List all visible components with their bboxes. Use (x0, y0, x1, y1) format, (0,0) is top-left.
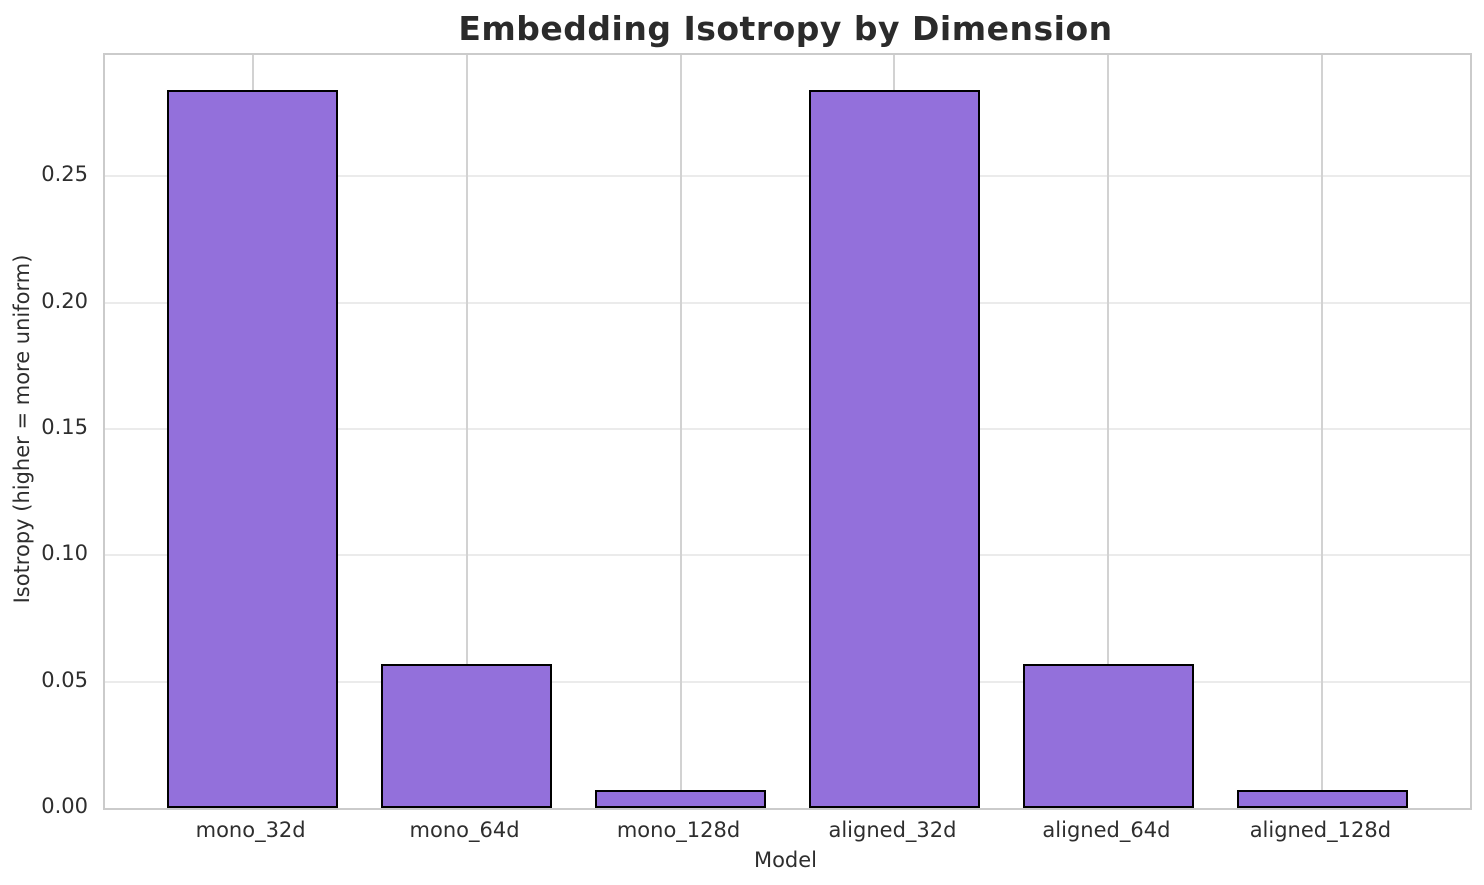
x-tick-label: mono_64d (409, 818, 520, 842)
x-axis-label: Model (753, 848, 818, 872)
vertical-gridline (1107, 55, 1110, 808)
bar-mono_128d (594, 790, 767, 808)
y-tick-label: 0.10 (41, 541, 88, 566)
x-tick-label: aligned_32d (828, 818, 957, 842)
x-tick-label: aligned_128d (1249, 818, 1392, 842)
chart-title: Embedding Isotropy by Dimension (458, 9, 1113, 48)
vertical-gridline (1321, 55, 1324, 808)
x-tick-label: mono_128d (616, 818, 741, 842)
horizontal-gridline (105, 680, 1470, 683)
y-tick-label: 0.00 (41, 794, 88, 818)
y-tick-label: 0.15 (41, 414, 88, 439)
horizontal-gridline (105, 427, 1470, 430)
bar-mono_32d (167, 90, 339, 808)
bar-aligned_64d (1022, 663, 1194, 808)
vertical-gridline (465, 55, 468, 808)
horizontal-gridline (105, 554, 1470, 557)
x-tick-label: mono_32d (195, 818, 306, 842)
y-tick-label: 0.20 (41, 288, 88, 313)
horizontal-gridline (105, 301, 1470, 304)
vertical-gridline (679, 55, 682, 808)
bar-mono_64d (380, 663, 553, 808)
y-tick-label: 0.25 (41, 162, 88, 187)
plot-area (103, 53, 1472, 810)
bar-aligned_32d (808, 90, 981, 808)
x-tick-label: aligned_64d (1042, 818, 1171, 842)
y-tick-label: 0.05 (41, 667, 88, 692)
horizontal-gridline (105, 175, 1470, 178)
bar-aligned_128d (1236, 790, 1408, 808)
